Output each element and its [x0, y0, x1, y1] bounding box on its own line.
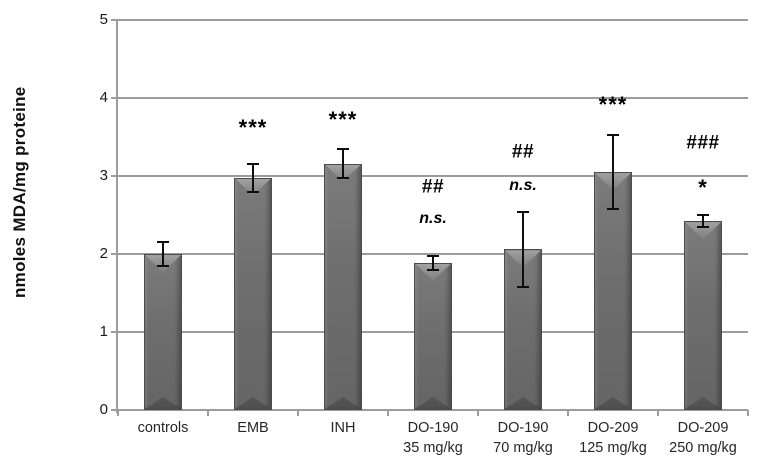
significance-annotation: ***	[598, 92, 628, 118]
error-bar	[342, 149, 344, 178]
significance-annotation: n.s.	[419, 209, 447, 227]
error-bar-cap-bottom	[427, 268, 439, 271]
x-axis-tick	[657, 410, 659, 416]
significance-annotation: n.s.	[509, 177, 537, 195]
x-tick-label-line: DO-190	[497, 420, 549, 436]
error-bar-cap-bottom	[247, 190, 259, 193]
y-axis	[116, 20, 118, 413]
y-axis-tick	[111, 409, 118, 411]
x-tick-label-line: 125 mg/kg	[579, 440, 647, 456]
x-tick-label: EMB	[237, 418, 268, 438]
error-bar-cap-bottom	[697, 226, 709, 229]
x-tick-label-line: DO-209	[587, 420, 639, 436]
y-tick-label: 5	[99, 11, 108, 28]
y-axis-tick	[111, 331, 118, 333]
error-bar	[432, 255, 434, 270]
error-bar-cap-top	[427, 254, 439, 257]
significance-annotation: ###	[686, 132, 720, 154]
x-axis-tick	[117, 410, 119, 416]
x-axis-tick	[387, 410, 389, 416]
y-tick-label: 4	[99, 89, 108, 106]
error-bar-cap-bottom	[157, 264, 169, 267]
error-bar-cap-top	[697, 214, 709, 216]
x-tick-label-line: 250 mg/kg	[669, 440, 737, 456]
y-axis-tick	[111, 19, 118, 21]
error-bar-cap-top	[247, 162, 259, 165]
x-axis-tick	[477, 410, 479, 416]
x-axis-tick	[207, 410, 209, 416]
significance-annotation: ***	[238, 114, 268, 140]
x-tick-label: DO-190 70 mg/kg	[493, 418, 553, 458]
x-tick-label: INH	[331, 418, 356, 438]
x-tick-label-line: INH	[330, 420, 356, 436]
y-tick-label: 1	[99, 323, 108, 340]
y-axis-tick	[111, 253, 118, 255]
bar	[594, 172, 632, 410]
error-bar	[612, 135, 614, 209]
x-tick-label-line: EMB	[237, 420, 269, 436]
bar	[684, 221, 722, 410]
x-tick-label: controls	[138, 418, 189, 438]
error-bar-cap-top	[337, 148, 349, 151]
x-axis-tick	[297, 410, 299, 416]
x-tick-label: DO-209 125 mg/kg	[579, 418, 647, 458]
x-axis	[118, 409, 748, 411]
x-tick-label: DO-209 250 mg/kg	[669, 418, 737, 458]
error-bar-cap-top	[607, 134, 619, 137]
x-tick-label-line: controls	[137, 420, 189, 436]
error-bar	[162, 242, 164, 266]
y-tick-label: 2	[99, 245, 108, 262]
x-axis-tick	[567, 410, 569, 416]
y-axis-tick	[111, 175, 118, 177]
gridline	[118, 175, 748, 177]
significance-annotation: ##	[511, 141, 535, 163]
error-bar-cap-bottom	[607, 207, 619, 210]
y-tick-label: 0	[99, 401, 108, 418]
y-tick-label: 3	[99, 167, 108, 184]
bar	[324, 163, 362, 410]
gridline	[118, 19, 748, 21]
significance-annotation: ***	[328, 106, 358, 132]
x-tick-label: DO-190 35 mg/kg	[403, 418, 463, 458]
bar	[144, 254, 182, 410]
significance-annotation: ##	[421, 176, 445, 198]
bar	[234, 177, 272, 410]
x-tick-label-line: DO-209	[677, 420, 729, 436]
significance-annotation: *	[698, 174, 708, 200]
error-bar	[522, 211, 524, 287]
x-tick-label-line: 70 mg/kg	[493, 440, 553, 456]
gridline	[118, 97, 748, 99]
error-bar-cap-bottom	[337, 176, 349, 179]
error-bar-cap-top	[157, 241, 169, 244]
x-axis-tick	[747, 410, 749, 416]
error-bar	[702, 215, 704, 228]
error-bar	[252, 163, 254, 192]
error-bar-cap-top	[517, 210, 529, 213]
gridline	[118, 253, 748, 255]
x-tick-label-line: 35 mg/kg	[403, 440, 463, 456]
error-bar-cap-bottom	[517, 285, 529, 288]
bar	[414, 262, 452, 410]
y-axis-title: nmoles MDA/mg proteine	[10, 86, 29, 299]
x-tick-label-line: DO-190	[407, 420, 459, 436]
y-axis-tick	[111, 97, 118, 99]
